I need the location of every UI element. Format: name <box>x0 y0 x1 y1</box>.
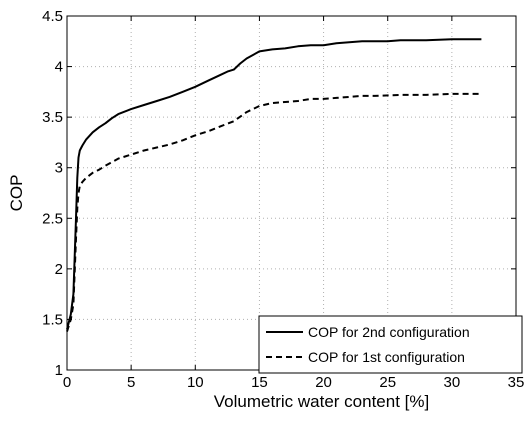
x-tick-label: 35 <box>508 374 525 391</box>
series-line-2nd-configuration <box>66 38 482 330</box>
x-tick-label: 20 <box>315 374 332 391</box>
x-tick-label: 0 <box>63 374 71 391</box>
legend-label-1st-configuration: COP for 1st configuration <box>308 349 465 365</box>
y-axis-title: COP <box>7 175 26 212</box>
y-tick-label: 2.5 <box>42 210 63 227</box>
y-tick-label: 3.5 <box>42 109 63 126</box>
series-line-1st-configuration <box>66 92 482 332</box>
series-lines <box>66 38 482 332</box>
legend-box <box>258 315 523 374</box>
legend-label-2nd-configuration: COP for 2nd configuration <box>308 324 470 340</box>
y-tick-label: 4.5 <box>42 8 63 25</box>
legend: COP for 2nd configuration COP for 1st co… <box>258 315 523 374</box>
x-tick-label: 25 <box>379 374 396 391</box>
x-axis-title: Volumetric water content [%] <box>214 392 429 411</box>
y-tick-label: 3 <box>55 160 63 177</box>
y-tick-label: 4 <box>55 59 63 76</box>
y-tick-label: 1 <box>55 362 63 379</box>
y-tick-label: 1.5 <box>42 311 63 328</box>
x-tick-label: 30 <box>444 374 461 391</box>
x-tick-label: 15 <box>251 374 268 391</box>
x-tick-label: 5 <box>127 374 135 391</box>
tick-labels: 0 5 10 15 20 25 30 35 1 1.5 2 2.5 3 3.5 4 4.5 <box>42 8 524 391</box>
x-tick-label: 10 <box>187 374 204 391</box>
y-tick-label: 2 <box>55 261 63 278</box>
